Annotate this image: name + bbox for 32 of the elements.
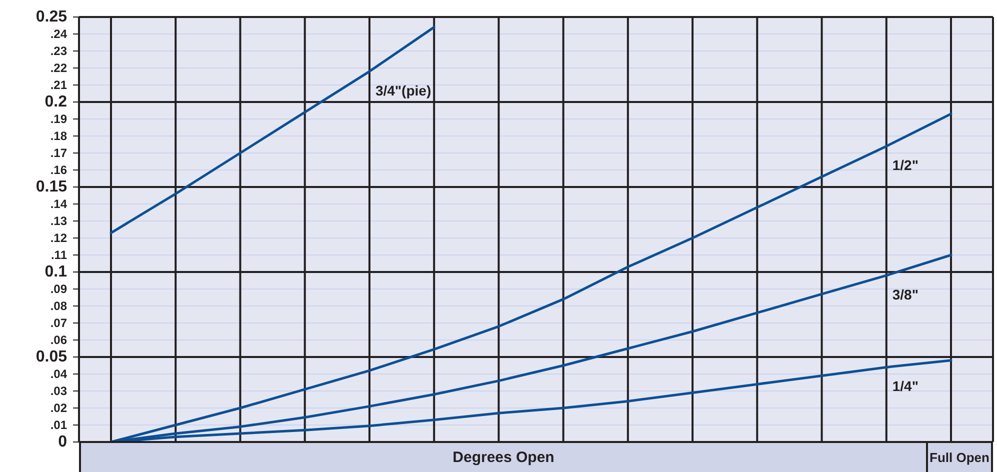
y-tick-label: .13 xyxy=(50,214,68,228)
y-tick-label: .17 xyxy=(50,146,68,160)
y-tick-label: .07 xyxy=(50,316,68,330)
text: Full Open xyxy=(926,443,991,472)
y-tick-label: .04 xyxy=(50,367,68,381)
series-label: 1/2" xyxy=(892,157,918,174)
y-tick-label: .24 xyxy=(50,27,68,41)
y-tick-label: .22 xyxy=(50,61,68,75)
series-label: 3/8" xyxy=(892,286,918,302)
y-tick-label: .02 xyxy=(50,401,68,415)
y-tick-label: .01 xyxy=(50,418,68,432)
y-tick-label: .16 xyxy=(50,163,68,177)
y-tick-label: .19 xyxy=(50,112,68,126)
y-tick-label: .08 xyxy=(50,299,68,313)
y-tick-label: .03 xyxy=(50,384,68,398)
x-axis-title: Degrees Open xyxy=(452,448,556,468)
series-label: 1/4" xyxy=(892,378,918,394)
y-tick-label: 0.15 xyxy=(36,178,68,196)
y-tick-label: 0.25 xyxy=(36,8,68,26)
series-label: 3/4"(pie) xyxy=(375,82,432,98)
y-tick-label: 0.05 xyxy=(36,348,68,366)
y-tick-label: .18 xyxy=(50,129,68,143)
y-tick-label: .09 xyxy=(50,282,68,296)
y-tick-label: .23 xyxy=(50,44,68,58)
y-tick-label: .12 xyxy=(50,231,68,245)
y-tick-label: 0.1 xyxy=(44,264,68,280)
y-tick-label: 0.2 xyxy=(44,94,68,110)
y-tick-label: .14 xyxy=(50,197,68,211)
y-tick-label: .06 xyxy=(50,333,68,347)
y-tick-label: .21 xyxy=(50,78,68,92)
y-tick-label: .11 xyxy=(50,248,68,262)
y-tick-label: 0 xyxy=(58,434,68,450)
